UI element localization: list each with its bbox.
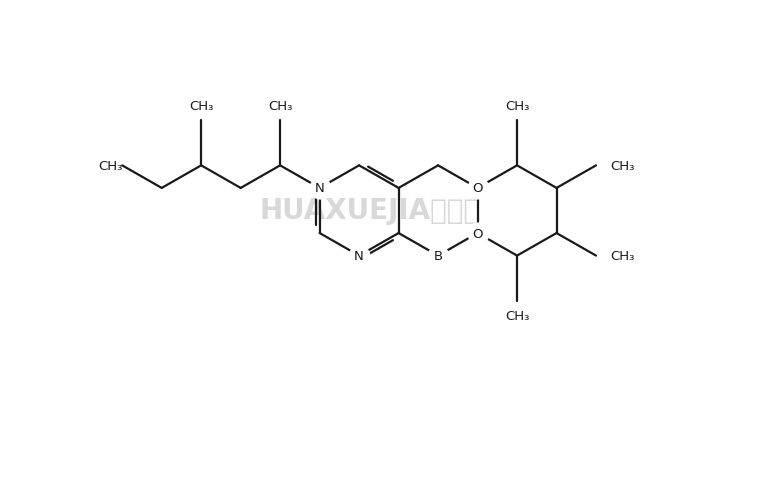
Text: O: O [472, 227, 483, 240]
Text: N: N [315, 182, 325, 195]
Text: O: O [472, 182, 483, 195]
Text: CH₃: CH₃ [189, 100, 213, 113]
Text: N: N [355, 250, 364, 262]
Text: CH₃: CH₃ [610, 250, 634, 262]
Text: CH₃: CH₃ [505, 310, 529, 322]
Text: CH₃: CH₃ [268, 100, 292, 113]
Text: CH₃: CH₃ [505, 100, 529, 113]
Text: HUAXUEJIA化学加: HUAXUEJIA化学加 [260, 197, 481, 225]
Text: CH₃: CH₃ [610, 160, 634, 172]
Text: CH₃: CH₃ [98, 160, 123, 172]
Text: B: B [434, 250, 443, 262]
